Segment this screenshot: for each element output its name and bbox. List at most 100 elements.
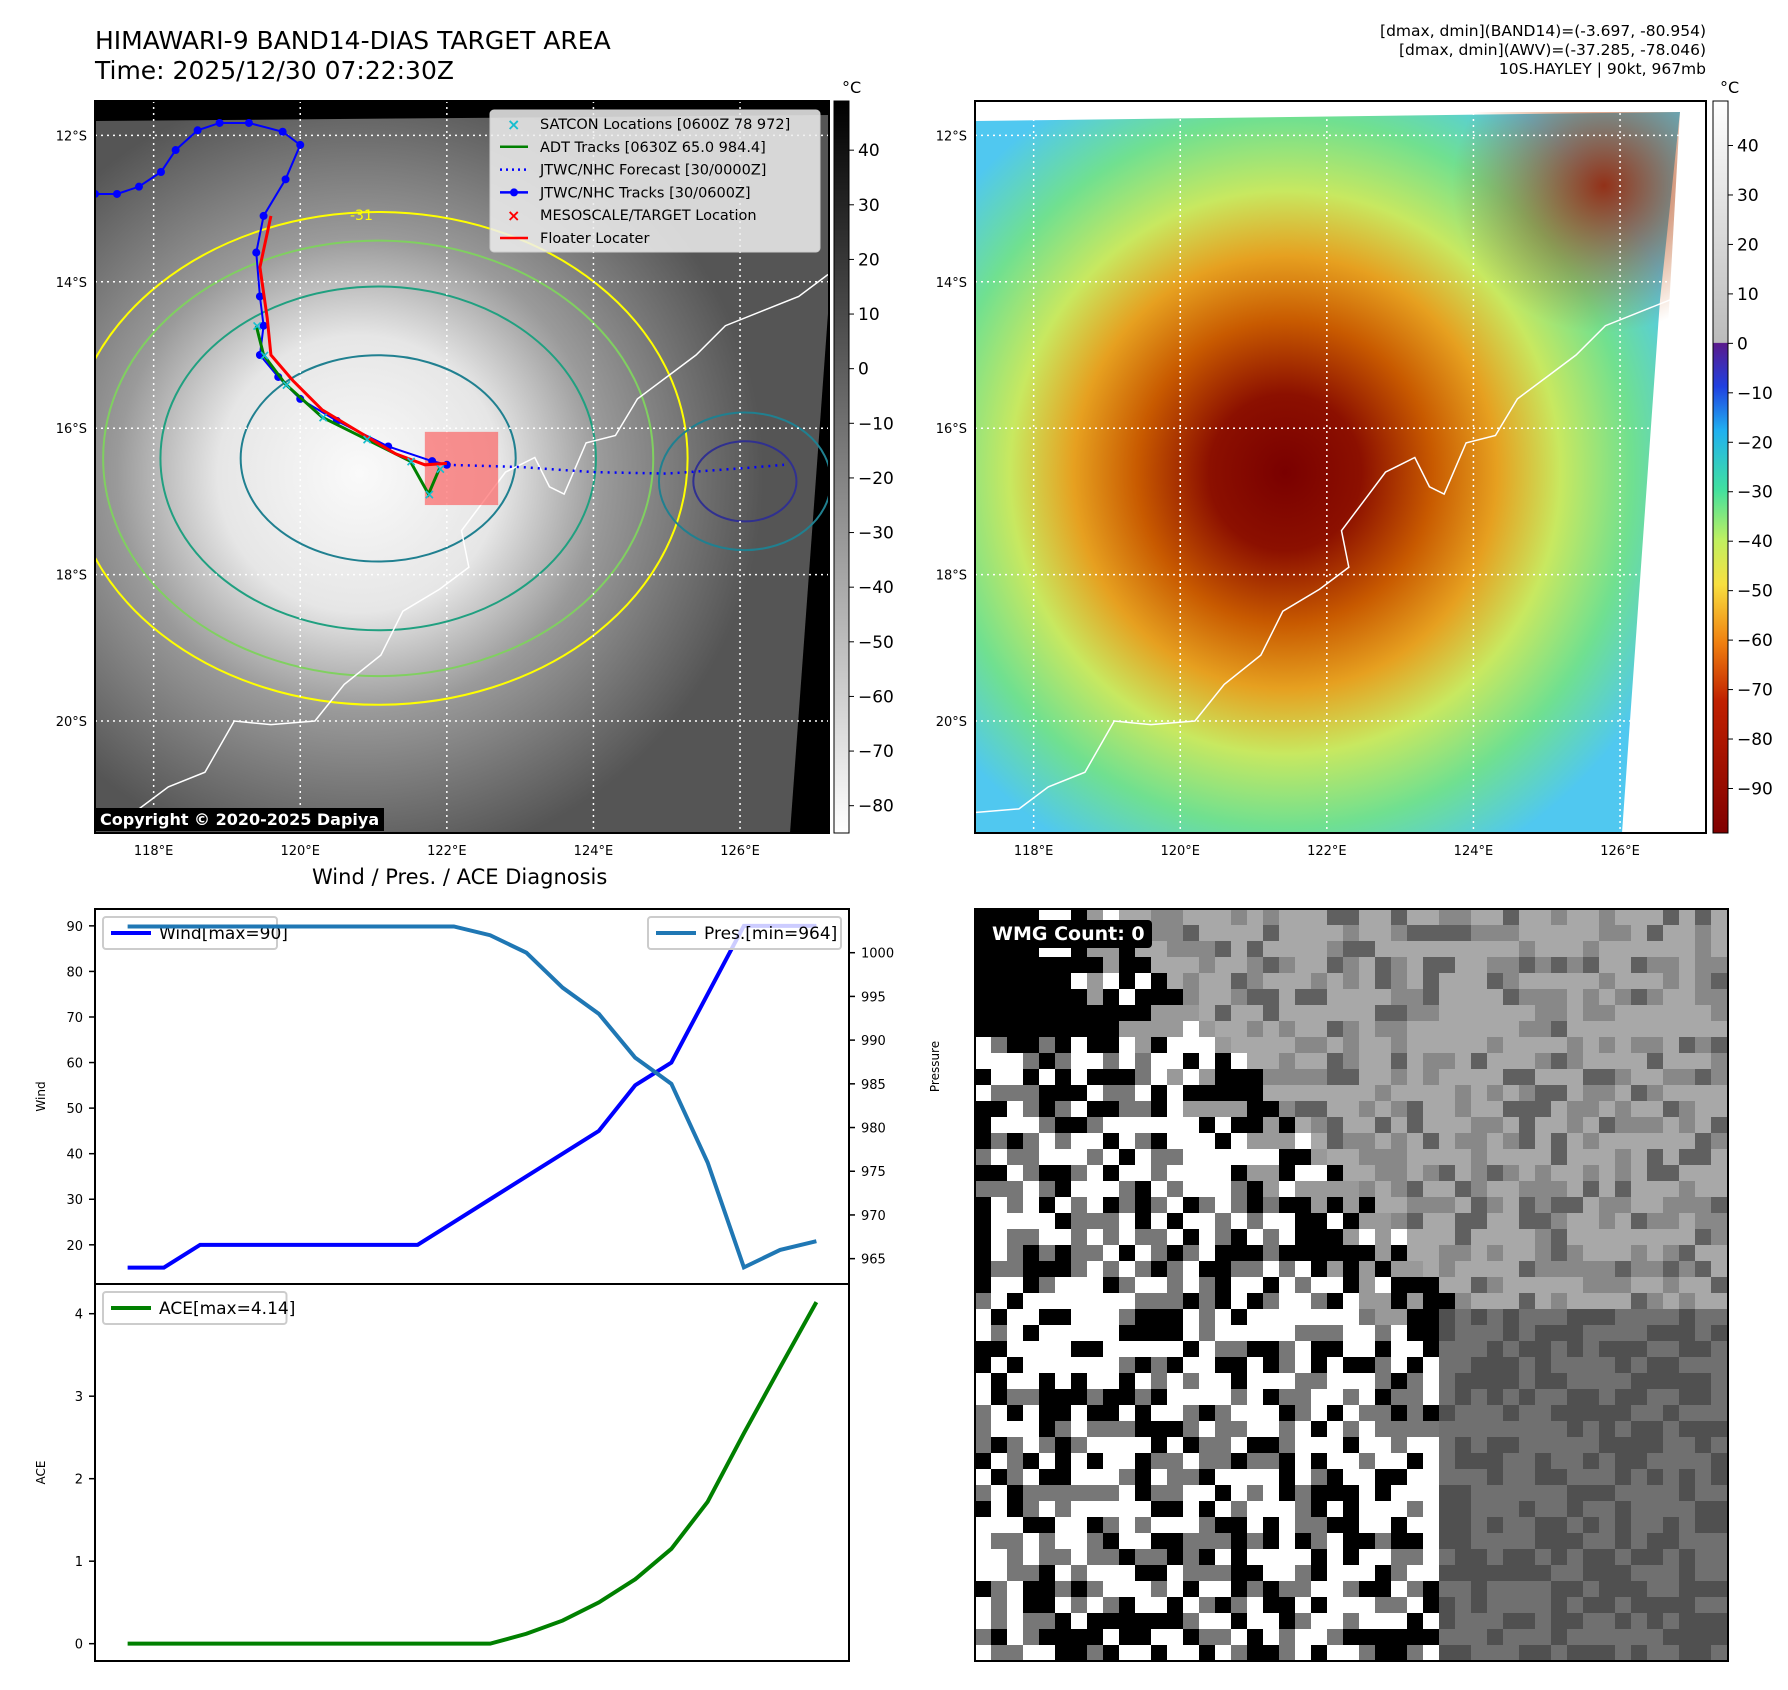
wmg-pixel xyxy=(1695,1325,1711,1341)
wmg-pixel xyxy=(1055,1357,1071,1373)
wmg-pixel xyxy=(1647,957,1663,973)
wmg-pixel xyxy=(1055,1437,1071,1453)
wmg-pixel xyxy=(1535,989,1551,1005)
wmg-pixel xyxy=(1183,1357,1199,1373)
wmg-pixel xyxy=(1295,989,1311,1005)
wmg-pixel xyxy=(1695,1117,1711,1133)
wmg-pixel xyxy=(1151,1133,1167,1149)
wmg-pixel xyxy=(1695,1581,1711,1597)
wmg-pixel xyxy=(1375,1549,1391,1565)
wmg-pixel xyxy=(1679,1213,1695,1229)
wmg-pixel xyxy=(1567,1421,1583,1437)
wmg-pixel xyxy=(1183,1629,1199,1645)
wmg-pixel xyxy=(1423,989,1439,1005)
wmg-pixel xyxy=(1247,1581,1263,1597)
wmg-pixel xyxy=(991,1517,1007,1533)
wmg-pixel xyxy=(1663,1149,1679,1165)
wmg-pixel xyxy=(1023,1405,1039,1421)
wmg-pixel xyxy=(1375,973,1391,989)
wmg-pixel xyxy=(1471,1165,1487,1181)
wmg-pixel xyxy=(1455,1133,1471,1149)
wmg-pixel xyxy=(1471,989,1487,1005)
wmg-pixel xyxy=(1231,1309,1247,1325)
wmg-pixel xyxy=(1055,1309,1071,1325)
wmg-pixel xyxy=(1631,941,1647,957)
wmg-pixel xyxy=(1567,1213,1583,1229)
jtwc-track-point xyxy=(255,292,264,301)
y-right-tick-label: 1000 xyxy=(861,947,894,962)
wmg-pixel xyxy=(1599,973,1615,989)
wmg-pixel xyxy=(1183,1101,1199,1117)
wmg-pixel xyxy=(1039,1405,1055,1421)
wmg-pixel xyxy=(1279,1293,1295,1309)
wmg-pixel xyxy=(1519,973,1535,989)
wmg-pixel xyxy=(1007,1053,1023,1069)
wmg-pixel xyxy=(1071,1581,1087,1597)
wmg-pixel xyxy=(1167,1597,1183,1613)
wmg-pixel xyxy=(1535,1549,1551,1565)
wmg-pixel xyxy=(1199,1325,1215,1341)
wmg-pixel xyxy=(1183,1213,1199,1229)
wmg-pixel xyxy=(1647,1437,1663,1453)
wmg-pixel xyxy=(1087,957,1103,973)
wmg-pixel xyxy=(1327,1037,1343,1053)
satcon-marker: × xyxy=(405,454,417,470)
wmg-pixel xyxy=(1583,941,1599,957)
wmg-pixel xyxy=(1183,1453,1199,1469)
wmg-pixel xyxy=(1135,1629,1151,1645)
wmg-pixel xyxy=(1503,989,1519,1005)
wmg-pixel xyxy=(1071,1181,1087,1197)
coastline-path xyxy=(975,275,1706,814)
wmg-pixel xyxy=(1663,1229,1679,1245)
wmg-pixel xyxy=(1583,1053,1599,1069)
wmg-pixel xyxy=(1423,1197,1439,1213)
wmg-pixel xyxy=(1487,1437,1503,1453)
wmg-pixel xyxy=(1487,1021,1503,1037)
wmg-pixel xyxy=(1535,1533,1551,1549)
wmg-pixel xyxy=(1551,1341,1567,1357)
wmg-pixel xyxy=(1263,1613,1279,1629)
wmg-pixel xyxy=(1327,1101,1343,1117)
wmg-pixel xyxy=(975,1261,991,1277)
satcon-marker: × xyxy=(281,377,293,393)
wmg-pixel xyxy=(1631,1501,1647,1517)
legend-box xyxy=(647,916,842,950)
wmg-pixel xyxy=(1135,1117,1151,1133)
wmg-pixel xyxy=(1263,1085,1279,1101)
wmg-pixel xyxy=(1503,925,1519,941)
wmg-pixel xyxy=(1119,1421,1135,1437)
wmg-pixel xyxy=(1679,1501,1695,1517)
wmg-pixel xyxy=(1503,1469,1519,1485)
wmg-pixel xyxy=(1343,1117,1359,1133)
wmg-pixel xyxy=(1103,1309,1119,1325)
wmg-pixel xyxy=(1039,1197,1055,1213)
wmg-pixel xyxy=(1199,1533,1215,1549)
wmg-pixel xyxy=(1663,1341,1679,1357)
lon-tick-label: 120°E xyxy=(1160,844,1200,859)
jtwc-track-point xyxy=(296,140,305,149)
wmg-pixel xyxy=(1295,1213,1311,1229)
wmg-pixel xyxy=(1567,1645,1583,1661)
wmg-pixel xyxy=(991,1437,1007,1453)
wmg-pixel xyxy=(1615,1021,1631,1037)
legend-label: Pres.[min=964] xyxy=(704,924,837,944)
wmg-pixel xyxy=(1167,1517,1183,1533)
wmg-pixel xyxy=(1263,1645,1279,1661)
wmg-pixel xyxy=(1327,1549,1343,1565)
wmg-pixel xyxy=(1343,1005,1359,1021)
wmg-pixel xyxy=(1343,1565,1359,1581)
wmg-pixel xyxy=(1695,1533,1711,1549)
wmg-pixel xyxy=(1535,1469,1551,1485)
wmg-pixel xyxy=(1263,957,1279,973)
wmg-pixel xyxy=(1119,1229,1135,1245)
wmg-pixel xyxy=(1327,941,1343,957)
wmg-pixel xyxy=(1151,909,1167,925)
wmg-pixel xyxy=(1647,1149,1663,1165)
wmg-pixel xyxy=(1583,1245,1599,1261)
wmg-pixel xyxy=(1455,1085,1471,1101)
wmg-pixel xyxy=(1631,1645,1647,1661)
wmg-pixel xyxy=(1183,1117,1199,1133)
wmg-pixel xyxy=(1167,1421,1183,1437)
wmg-pixel xyxy=(1183,1421,1199,1437)
